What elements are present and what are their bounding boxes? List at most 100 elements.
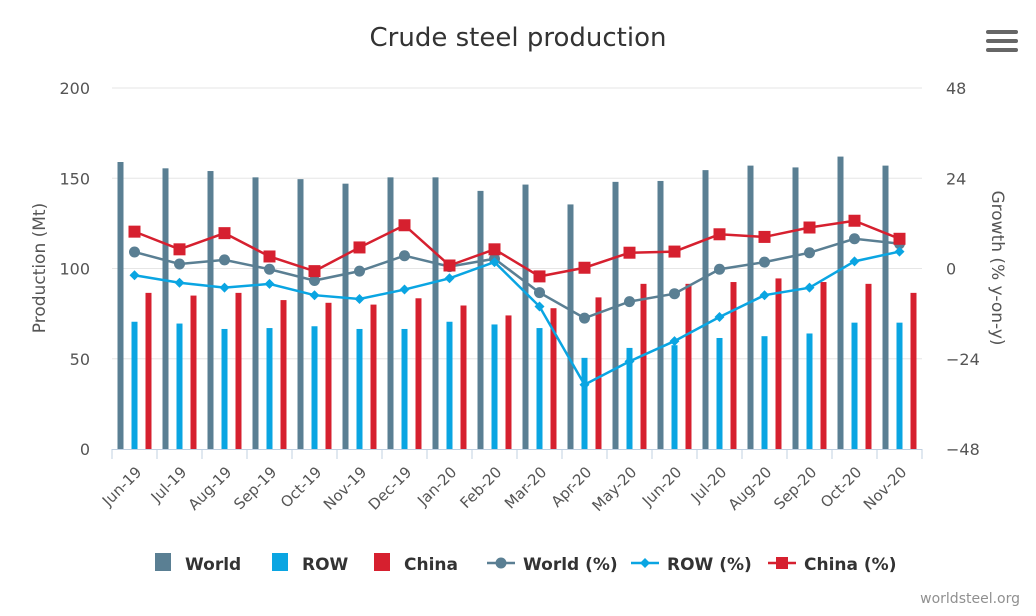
bar-china (820, 282, 827, 449)
y-axis-label: Production (Mt) (30, 203, 50, 333)
line-world (134, 237, 900, 320)
point-row (804, 282, 815, 293)
point-world (399, 250, 410, 262)
y2-axis-label: Growth (% y-on-y) (987, 190, 1007, 345)
line-china (134, 219, 900, 278)
point-world (669, 288, 680, 300)
y-tick-label: 0 (80, 440, 90, 459)
y-tick-label: 50 (70, 350, 90, 369)
menu-bar (986, 30, 1018, 34)
point-row (714, 312, 725, 323)
y2-tick-label: −48 (946, 440, 980, 459)
point-row (624, 356, 635, 367)
bar-world (117, 162, 124, 449)
point-china (668, 245, 681, 258)
point-row (354, 293, 365, 304)
point-row (399, 284, 410, 295)
bar-world (747, 165, 754, 450)
x-tick-label: Apr-20 (548, 463, 596, 511)
point-world (714, 263, 725, 275)
bar-china (640, 283, 647, 449)
bar-china (865, 283, 872, 449)
y2-tick-label: 24 (946, 169, 966, 188)
point-world (219, 254, 230, 266)
point-china (488, 243, 501, 256)
y-tick-label: 150 (59, 169, 90, 188)
point-china (218, 227, 231, 240)
point-china (308, 265, 321, 278)
legend-swatch-row (272, 553, 288, 571)
point-china (443, 259, 456, 272)
point-row (219, 282, 230, 293)
y2-tick-label: −24 (946, 350, 980, 369)
bar-row (221, 328, 228, 449)
line-row (134, 250, 900, 387)
legend: World ROW China World (%) ROW (%) China (%) (155, 553, 896, 575)
bar-china (685, 283, 692, 449)
bar-world (207, 171, 214, 449)
bar-world (297, 179, 304, 449)
bar-row (356, 328, 363, 449)
point-world (534, 287, 545, 299)
legend-label-china[interactable]: China (%) (804, 555, 896, 575)
legend-swatch-world (155, 553, 171, 571)
chart-title: Crude steel production (370, 23, 667, 53)
bar-row (536, 328, 543, 449)
legend-label-world[interactable]: World (%) (523, 555, 618, 575)
bar-world (567, 204, 574, 449)
bar-series (117, 156, 917, 450)
point-china (578, 261, 591, 274)
point-row (669, 336, 680, 347)
point-row (894, 246, 905, 257)
bar-row (266, 328, 273, 449)
x-tick-label: Aug-20 (725, 463, 776, 514)
point-world (354, 265, 365, 277)
point-world (624, 296, 635, 308)
point-row (534, 301, 545, 312)
bar-row (671, 345, 678, 449)
bar-world (432, 177, 439, 449)
bar-china (415, 298, 422, 449)
y2-tick-label: 48 (946, 79, 966, 98)
bar-china (595, 297, 602, 449)
bar-row (896, 322, 903, 449)
point-china (173, 243, 186, 256)
bar-china (235, 292, 242, 449)
bar-row (401, 328, 408, 449)
point-row (264, 278, 275, 289)
x-tick-label: Oct-20 (817, 463, 865, 511)
bar-world (837, 156, 844, 449)
line-series (128, 214, 906, 390)
legend-label-china[interactable]: China (404, 555, 458, 575)
legend-swatch-china (374, 553, 390, 571)
point-world (759, 256, 770, 268)
x-tick-label: Dec-19 (365, 463, 416, 514)
point-world (174, 258, 185, 270)
bar-world (252, 177, 259, 449)
point-row (849, 256, 860, 267)
legend-label-row[interactable]: ROW (302, 555, 349, 575)
x-tick-label: Jul-20 (687, 463, 731, 507)
point-china (398, 219, 411, 232)
point-row (174, 277, 185, 288)
bar-row (626, 347, 633, 449)
bar-china (910, 292, 917, 449)
bar-row (761, 336, 768, 449)
bar-china (460, 305, 467, 449)
point-row (579, 379, 590, 390)
bar-china (280, 300, 287, 449)
point-china (893, 232, 906, 245)
hamburger-menu-icon[interactable] (986, 30, 1018, 56)
credit-link[interactable]: worldsteel.org (920, 591, 1020, 607)
y-tick-label: 100 (59, 260, 90, 279)
point-row (309, 290, 320, 301)
legend-marker (776, 557, 788, 569)
legend-label-world[interactable]: World (185, 555, 241, 575)
bar-row (176, 323, 183, 449)
legend-label-row[interactable]: ROW (%) (667, 555, 752, 575)
bar-china (370, 304, 377, 449)
point-row (444, 273, 455, 284)
bar-world (657, 180, 664, 449)
bar-row (491, 324, 498, 449)
